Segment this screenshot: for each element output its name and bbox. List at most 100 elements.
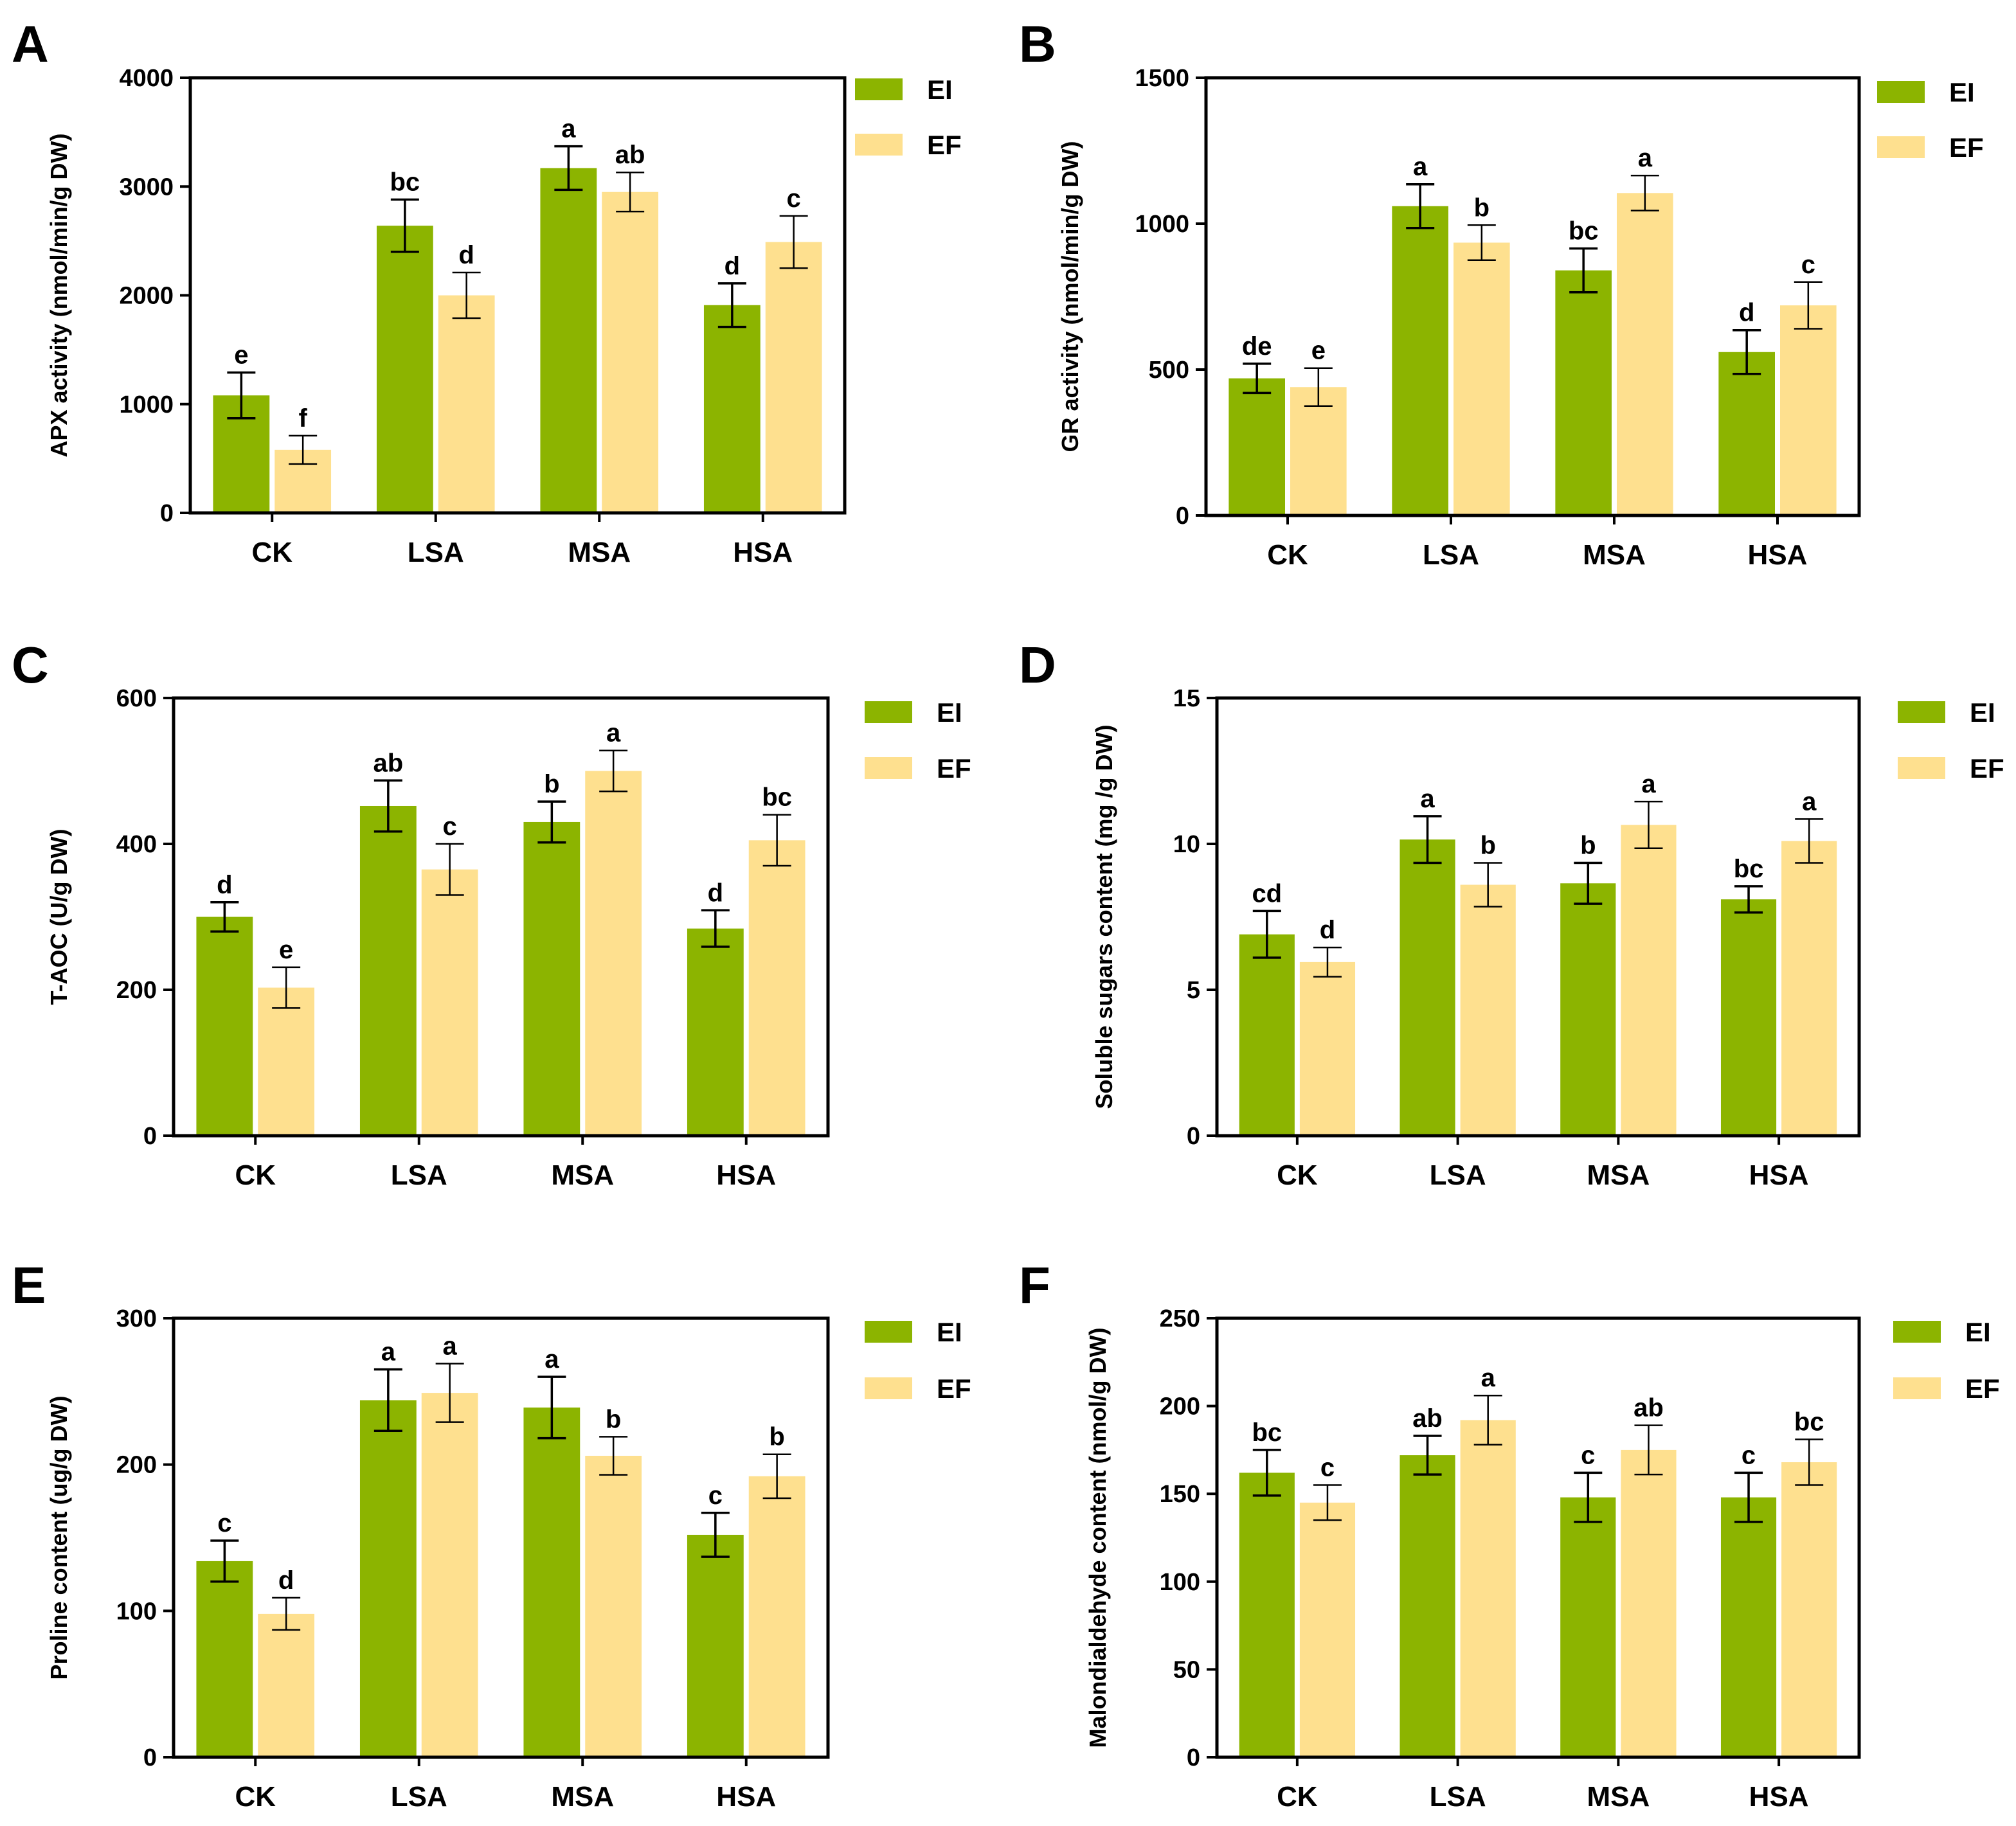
x-tick-label: LSA (1423, 539, 1479, 571)
bar-ef-lsa[interactable] (438, 295, 495, 514)
bar-ei-lsa[interactable] (1400, 1455, 1455, 1757)
bar-ei-hsa[interactable] (687, 928, 744, 1136)
bar-ei-ck[interactable] (1239, 934, 1295, 1136)
significance-label: a (1420, 785, 1435, 813)
bar-ei-ck[interactable] (196, 1561, 253, 1757)
bar-ef-lsa[interactable] (421, 1393, 478, 1757)
bar-ef-msa[interactable] (602, 192, 659, 513)
bar-ef-hsa[interactable] (1780, 305, 1837, 515)
plot-frame (172, 696, 830, 1138)
significance-label: e (234, 341, 248, 370)
significance-label: a (606, 719, 621, 747)
y-tick-label: 500 (1149, 357, 1189, 384)
bar-ei-lsa[interactable] (376, 226, 433, 513)
significance-label: bc (762, 783, 792, 812)
bar-ef-hsa[interactable] (748, 840, 806, 1136)
y-tick-label: 2000 (119, 283, 174, 310)
bar-ef-lsa[interactable] (421, 869, 478, 1136)
y-tick-label: 1500 (1135, 65, 1189, 92)
y-tick-label: 1000 (119, 391, 174, 418)
bar-ei-hsa[interactable] (1720, 1497, 1777, 1757)
significance-label: b (544, 770, 559, 798)
bar-ef-ck[interactable] (1299, 962, 1356, 1136)
bar-ei-msa[interactable] (1560, 883, 1616, 1136)
legend-label-ef: EF (1970, 753, 2004, 783)
legend-swatch-ei (1893, 1321, 1941, 1343)
x-tick-label: HSA (716, 1159, 776, 1191)
legend-swatch-ef (1898, 757, 1945, 779)
x-tick-label: MSA (568, 537, 631, 568)
significance-label: ab (615, 141, 645, 169)
bar-ef-hsa[interactable] (1781, 841, 1837, 1136)
plot-frame (1215, 696, 1861, 1138)
bar-ei-msa[interactable] (1555, 270, 1612, 515)
bar-ef-lsa[interactable] (1460, 884, 1516, 1136)
x-tick-label: HSA (716, 1781, 776, 1813)
bar-ef-hsa[interactable] (765, 242, 822, 513)
significance-label: b (1480, 832, 1495, 860)
significance-label: d (217, 871, 232, 899)
bar-ef-hsa[interactable] (748, 1476, 806, 1757)
y-tick-label: 3000 (119, 174, 174, 201)
bar-ei-hsa[interactable] (703, 305, 760, 513)
legend-label-ei: EI (1965, 1317, 1991, 1347)
y-tick-label: 600 (116, 685, 157, 712)
bar-ei-lsa[interactable] (1400, 839, 1455, 1136)
bar-ei-msa[interactable] (540, 168, 597, 513)
x-tick-label: MSA (551, 1159, 614, 1191)
bar-ef-hsa[interactable] (1781, 1462, 1837, 1757)
significance-label: a (1413, 153, 1428, 181)
significance-label: bc (1734, 855, 1764, 883)
panel-letter: D (1019, 636, 1056, 694)
bar-ei-ck[interactable] (1239, 1472, 1295, 1757)
significance-label: ab (374, 749, 404, 777)
x-tick-label: CK (235, 1159, 276, 1191)
bar-ef-ck[interactable] (258, 1613, 315, 1757)
bar-ei-msa[interactable] (523, 1407, 580, 1757)
significance-label: c (1320, 1454, 1335, 1482)
bar-ei-lsa[interactable] (359, 805, 417, 1136)
bar-ef-msa[interactable] (1617, 193, 1673, 515)
bar-ei-hsa[interactable] (687, 1534, 744, 1757)
y-tick-label: 10 (1173, 831, 1200, 858)
panel-letter: C (12, 636, 49, 694)
significance-label: ab (1634, 1394, 1664, 1422)
bar-ef-ck[interactable] (1290, 387, 1347, 515)
x-tick-label: MSA (1587, 1159, 1650, 1191)
chart-panel-a: Ae f CK bc d LSA a ab MSA d c HSA 0 1000 2000 3000 4000 A… (12, 15, 962, 568)
y-tick-label: 0 (160, 500, 174, 527)
bar-ef-ck[interactable] (258, 987, 315, 1136)
bar-ei-lsa[interactable] (359, 1400, 417, 1757)
significance-label: bc (1569, 217, 1599, 246)
panel-letter: B (1019, 15, 1056, 73)
legend: EI EF (865, 697, 971, 783)
bar-ef-msa[interactable] (585, 1456, 642, 1757)
bar-ei-hsa[interactable] (1720, 899, 1777, 1136)
bar-ef-msa[interactable] (1621, 825, 1677, 1136)
x-tick-label: HSA (733, 537, 793, 568)
legend-label-ef: EF (937, 1374, 971, 1404)
bar-ef-lsa[interactable] (1454, 242, 1510, 515)
bar-ei-ck[interactable] (1228, 378, 1285, 515)
bar-ef-ck[interactable] (1299, 1502, 1356, 1757)
plot-frame (1204, 76, 1861, 517)
bar-ei-msa[interactable] (523, 821, 580, 1136)
bar-ei-ck[interactable] (196, 917, 253, 1136)
significance-label: e (279, 936, 293, 964)
significance-label: d (458, 241, 474, 269)
legend-swatch-ei (865, 701, 912, 723)
x-tick-label: CK (1267, 539, 1308, 571)
bar-ei-hsa[interactable] (1718, 352, 1775, 515)
y-tick-label: 4000 (119, 65, 174, 92)
bar-ei-msa[interactable] (1560, 1497, 1616, 1757)
significance-label: c (217, 1509, 231, 1537)
bar-ei-lsa[interactable] (1392, 206, 1448, 515)
legend-label-ei: EI (937, 1317, 962, 1347)
significance-label: bc (390, 168, 420, 197)
significance-label: a (443, 1332, 458, 1361)
significance-label: d (708, 879, 723, 907)
significance-label: ab (1412, 1404, 1443, 1433)
bar-ef-msa[interactable] (585, 771, 642, 1136)
bar-ef-lsa[interactable] (1460, 1420, 1516, 1757)
bar-ef-msa[interactable] (1621, 1449, 1677, 1757)
